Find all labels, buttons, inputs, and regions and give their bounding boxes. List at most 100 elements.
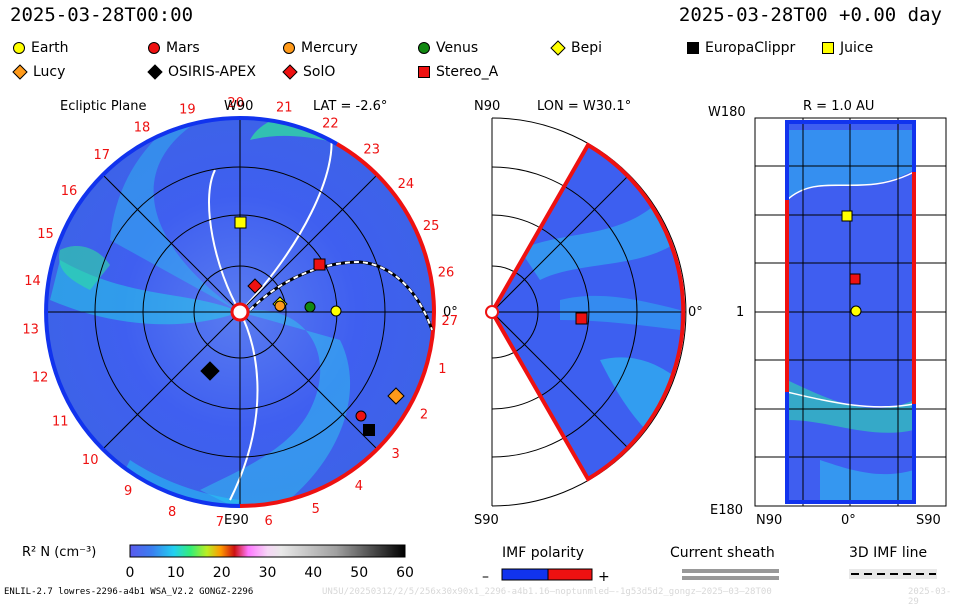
legend-item-solo: SolO [282, 64, 335, 80]
e180-label: E180 [710, 503, 743, 518]
rotation-tick-label: 10 [82, 453, 99, 468]
rotation-tick-label: 12 [32, 370, 49, 385]
europa-clipper-marker [363, 424, 375, 436]
current-sheath-line-1 [682, 569, 779, 573]
legend-label: Stereo_A [436, 64, 499, 80]
current-sheath-line-2 [682, 576, 779, 580]
stereo-a-marker-2 [575, 312, 588, 325]
lat-label: LAT = -2.6° [313, 99, 387, 114]
ecliptic-panel: 19 20 212223242526271234567891011121314151… [22, 96, 458, 530]
colorbar-tick-label: 30 [259, 565, 277, 581]
rotation-tick-label: 9 [124, 484, 132, 499]
legend-item-juice: Juice [821, 40, 873, 56]
rotation-tick-label: 3 [392, 447, 400, 462]
osiris-apex-marker [200, 361, 220, 381]
ecliptic-title: Ecliptic Plane [60, 99, 146, 114]
rotation-tick-label: 11 [52, 415, 69, 430]
circle-icon [12, 41, 26, 55]
rotation-tick-label: 7 [216, 515, 224, 530]
meridional-panel [485, 117, 687, 507]
diamond-icon [550, 40, 566, 56]
s90-axis-label: S90 [916, 513, 941, 528]
watermark-footer: UN5U/20250312/2/5/256x30x90x1_2296-a4b1.… [322, 587, 772, 597]
legend-label: Lucy [33, 64, 66, 80]
legend-item-venus: Venus [417, 40, 478, 56]
juice-marker-3 [841, 210, 853, 222]
imf-positive-swatch [547, 568, 593, 581]
rotation-tick-label: 19 [179, 103, 196, 118]
colorbar-tick-label: 60 [396, 565, 414, 581]
rotation-tick-label: 23 [363, 142, 380, 157]
imf-3d-title: 3D IMF line [849, 545, 927, 561]
mars-marker [355, 410, 367, 422]
legend-label: OSIRIS-APEX [168, 64, 256, 80]
rotation-tick-label: 15 [37, 227, 54, 242]
stereo-a-marker [313, 258, 326, 271]
rotation-tick-label: 14 [24, 274, 41, 289]
zero-axis-label: 0° [841, 513, 856, 528]
n90-label: N90 [474, 99, 500, 114]
w180-label: W180 [708, 105, 746, 120]
square-icon [417, 65, 431, 79]
earth-marker [330, 305, 342, 317]
rotation-tick-label: 16 [61, 184, 78, 199]
solo-marker [247, 278, 263, 294]
legend-label: Mercury [301, 40, 358, 56]
colorbar-label: R² N (cm⁻³) [22, 545, 96, 560]
mercury-marker [274, 300, 286, 312]
lon-label: LON = W30.1° [537, 99, 631, 114]
circle-icon [147, 41, 161, 55]
lucy-marker [387, 387, 405, 405]
colorbar-tick-label: 10 [167, 565, 185, 581]
s90-label: S90 [474, 513, 499, 528]
legend-item-stereo-a: Stereo_A [417, 64, 498, 80]
density-colorbar [129, 544, 406, 558]
diamond-icon [282, 64, 298, 80]
colorbar-tick-label: 20 [213, 565, 231, 581]
rotation-tick-label: 22 [322, 117, 339, 132]
legend-label: Mars [166, 40, 200, 56]
colorbar-tick-label: 40 [304, 565, 322, 581]
radial-map-panel [754, 117, 947, 507]
stereo-a-marker-3 [849, 273, 861, 285]
rotation-tick-label: 13 [22, 323, 39, 338]
legend-item-osiris-apex: OSIRIS-APEX [147, 64, 256, 80]
imf-plus: + [598, 569, 610, 585]
rotation-tick-label: 1 [438, 362, 446, 377]
imf-minus: – [482, 569, 489, 585]
rotation-tick-label: 24 [398, 177, 415, 192]
current-sheath-title: Current sheath [670, 545, 775, 561]
rotation-tick-label: 17 [94, 148, 111, 163]
imf-negative-swatch [501, 568, 549, 581]
legend-item-mars: Mars [147, 40, 200, 56]
datetime-title: 2025-03-28T00:00 [10, 4, 194, 26]
rotation-tick-label: 20 [227, 96, 244, 111]
date-footer: 2025-03-29 [908, 587, 952, 607]
legend-label: Earth [31, 40, 69, 56]
e90-label: E90 [224, 513, 249, 528]
circle-icon [282, 41, 296, 55]
legend-item-mercury: Mercury [282, 40, 358, 56]
square-icon [821, 41, 835, 55]
legend-item-lucy: Lucy [12, 64, 65, 80]
model-footer: ENLIL-2.7 lowres-2296-a4b1 WSA_V2.2 GONG… [4, 587, 254, 597]
lat-one-label: 1 [736, 305, 744, 320]
square-icon [686, 41, 700, 55]
legend-label: EuropaClippr [705, 40, 796, 56]
rotation-tick-label: 2 [420, 407, 428, 422]
rotation-tick-label: 18 [134, 120, 151, 135]
diamond-icon [147, 64, 163, 80]
colorbar-tick-label: 0 [126, 565, 135, 581]
diamond-icon [12, 64, 28, 80]
zero-label-2: 0° [688, 305, 703, 320]
legend-label: Venus [436, 40, 479, 56]
legend-item-bepi: Bepi [550, 40, 602, 56]
legend-item-earth: Earth [12, 40, 69, 56]
zero-label-1: 0° [443, 305, 458, 320]
offset-title: 2025-03-28T00 +0.00 day [678, 4, 942, 26]
rotation-tick-label: 4 [355, 479, 363, 494]
legend-label: Juice [840, 40, 874, 56]
legend-label: SolO [303, 64, 336, 80]
legend-label: Bepi [571, 40, 602, 56]
